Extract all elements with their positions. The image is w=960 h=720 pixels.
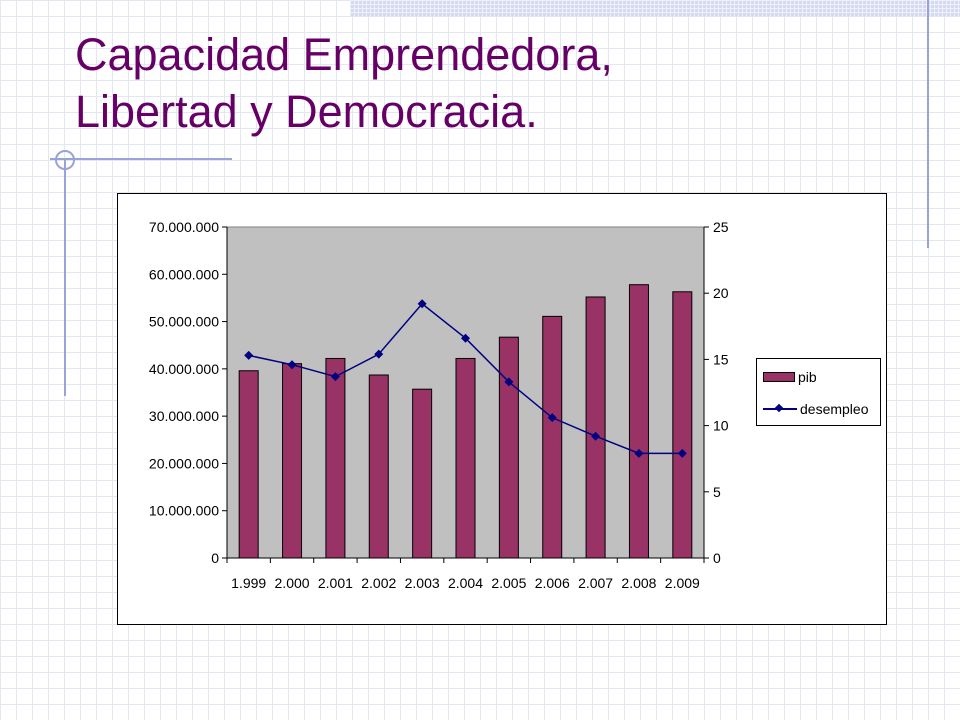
legend-swatch-pib [763,372,795,382]
bar-pib [412,388,433,559]
legend-label-pib: pib [798,369,817,385]
x-axis-tick-label: 2.009 [665,575,700,591]
bar-pib [628,284,649,559]
slide-title-line-1: Capacidad Emprendedora, [75,29,613,80]
decorative-right-line [927,0,929,248]
marker-desempleo [287,360,297,370]
slide-title-line-2: Libertad y Democracia. [75,86,538,137]
bar-pib [585,296,606,559]
bar-pib [282,363,303,559]
chart-legend: pib desempleo [756,358,881,426]
marker-desempleo [417,299,427,309]
combo-chart: 0 10.000.000 20.000.000 30.000.000 40.000.00… [149,219,729,591]
right-axis-tick-label: 10 [713,418,729,434]
x-axis-tick-label: 2.004 [448,575,483,591]
bar-pib [325,357,346,559]
decorative-left-line [64,160,66,396]
left-axis-tick-label: 30.000.000 [149,408,219,424]
marker-desempleo [547,413,557,423]
bar-pib [368,374,389,559]
decorative-top-band [350,0,960,16]
x-axis-tick-label: 2.008 [621,575,656,591]
legend-swatch-desempleo [763,403,797,414]
left-axis-tick-label: 10.000.000 [149,503,219,519]
marker-desempleo [461,333,470,343]
legend-item-pib: pib [763,368,817,386]
marker-desempleo [330,372,340,382]
legend-label-desempleo: desempleo [800,401,869,417]
right-axis-tick-label: 25 [713,219,729,235]
x-axis-tick-label: 2.005 [491,575,526,591]
marker-desempleo [504,377,514,387]
bar-pib [455,357,476,559]
decorative-title-underline [50,158,232,160]
right-axis-tick-label: 20 [713,285,729,301]
left-axis-tick-label: 60.000.000 [149,266,219,282]
marker-desempleo [374,349,384,359]
decorative-ring [55,150,75,170]
x-axis-tick-label: 2.001 [318,575,353,591]
marker-desempleo [634,448,644,458]
x-axis-tick-label: 2.003 [405,575,440,591]
slide-title: Capacidad Emprendedora, Libertad y Democ… [75,26,613,140]
right-axis-tick-label: 5 [713,484,721,500]
left-axis-tick-label: 70.000.000 [149,219,219,235]
left-axis-tick-label: 50.000.000 [149,314,219,330]
bar-pib [542,315,563,559]
bar-pib [498,336,519,559]
x-axis-tick-label: 2.000 [275,575,310,591]
right-axis-tick-label: 0 [713,550,721,566]
left-axis-tick-label: 40.000.000 [149,361,219,377]
x-axis-tick-label: 2.007 [578,575,613,591]
x-axis-tick-label: 2.006 [535,575,570,591]
marker-desempleo [677,448,687,458]
x-axis-tick-label: 1.999 [231,575,266,591]
bar-pib [672,291,693,559]
bar-pib [238,370,259,559]
left-axis-tick-label: 0 [211,550,219,566]
x-axis-tick-label: 2.002 [361,575,396,591]
right-axis-tick-label: 15 [713,351,729,367]
marker-desempleo [591,431,601,441]
left-axis-tick-label: 20.000.000 [149,455,219,471]
legend-item-desempleo: desempleo [763,400,869,418]
marker-desempleo [244,350,254,360]
